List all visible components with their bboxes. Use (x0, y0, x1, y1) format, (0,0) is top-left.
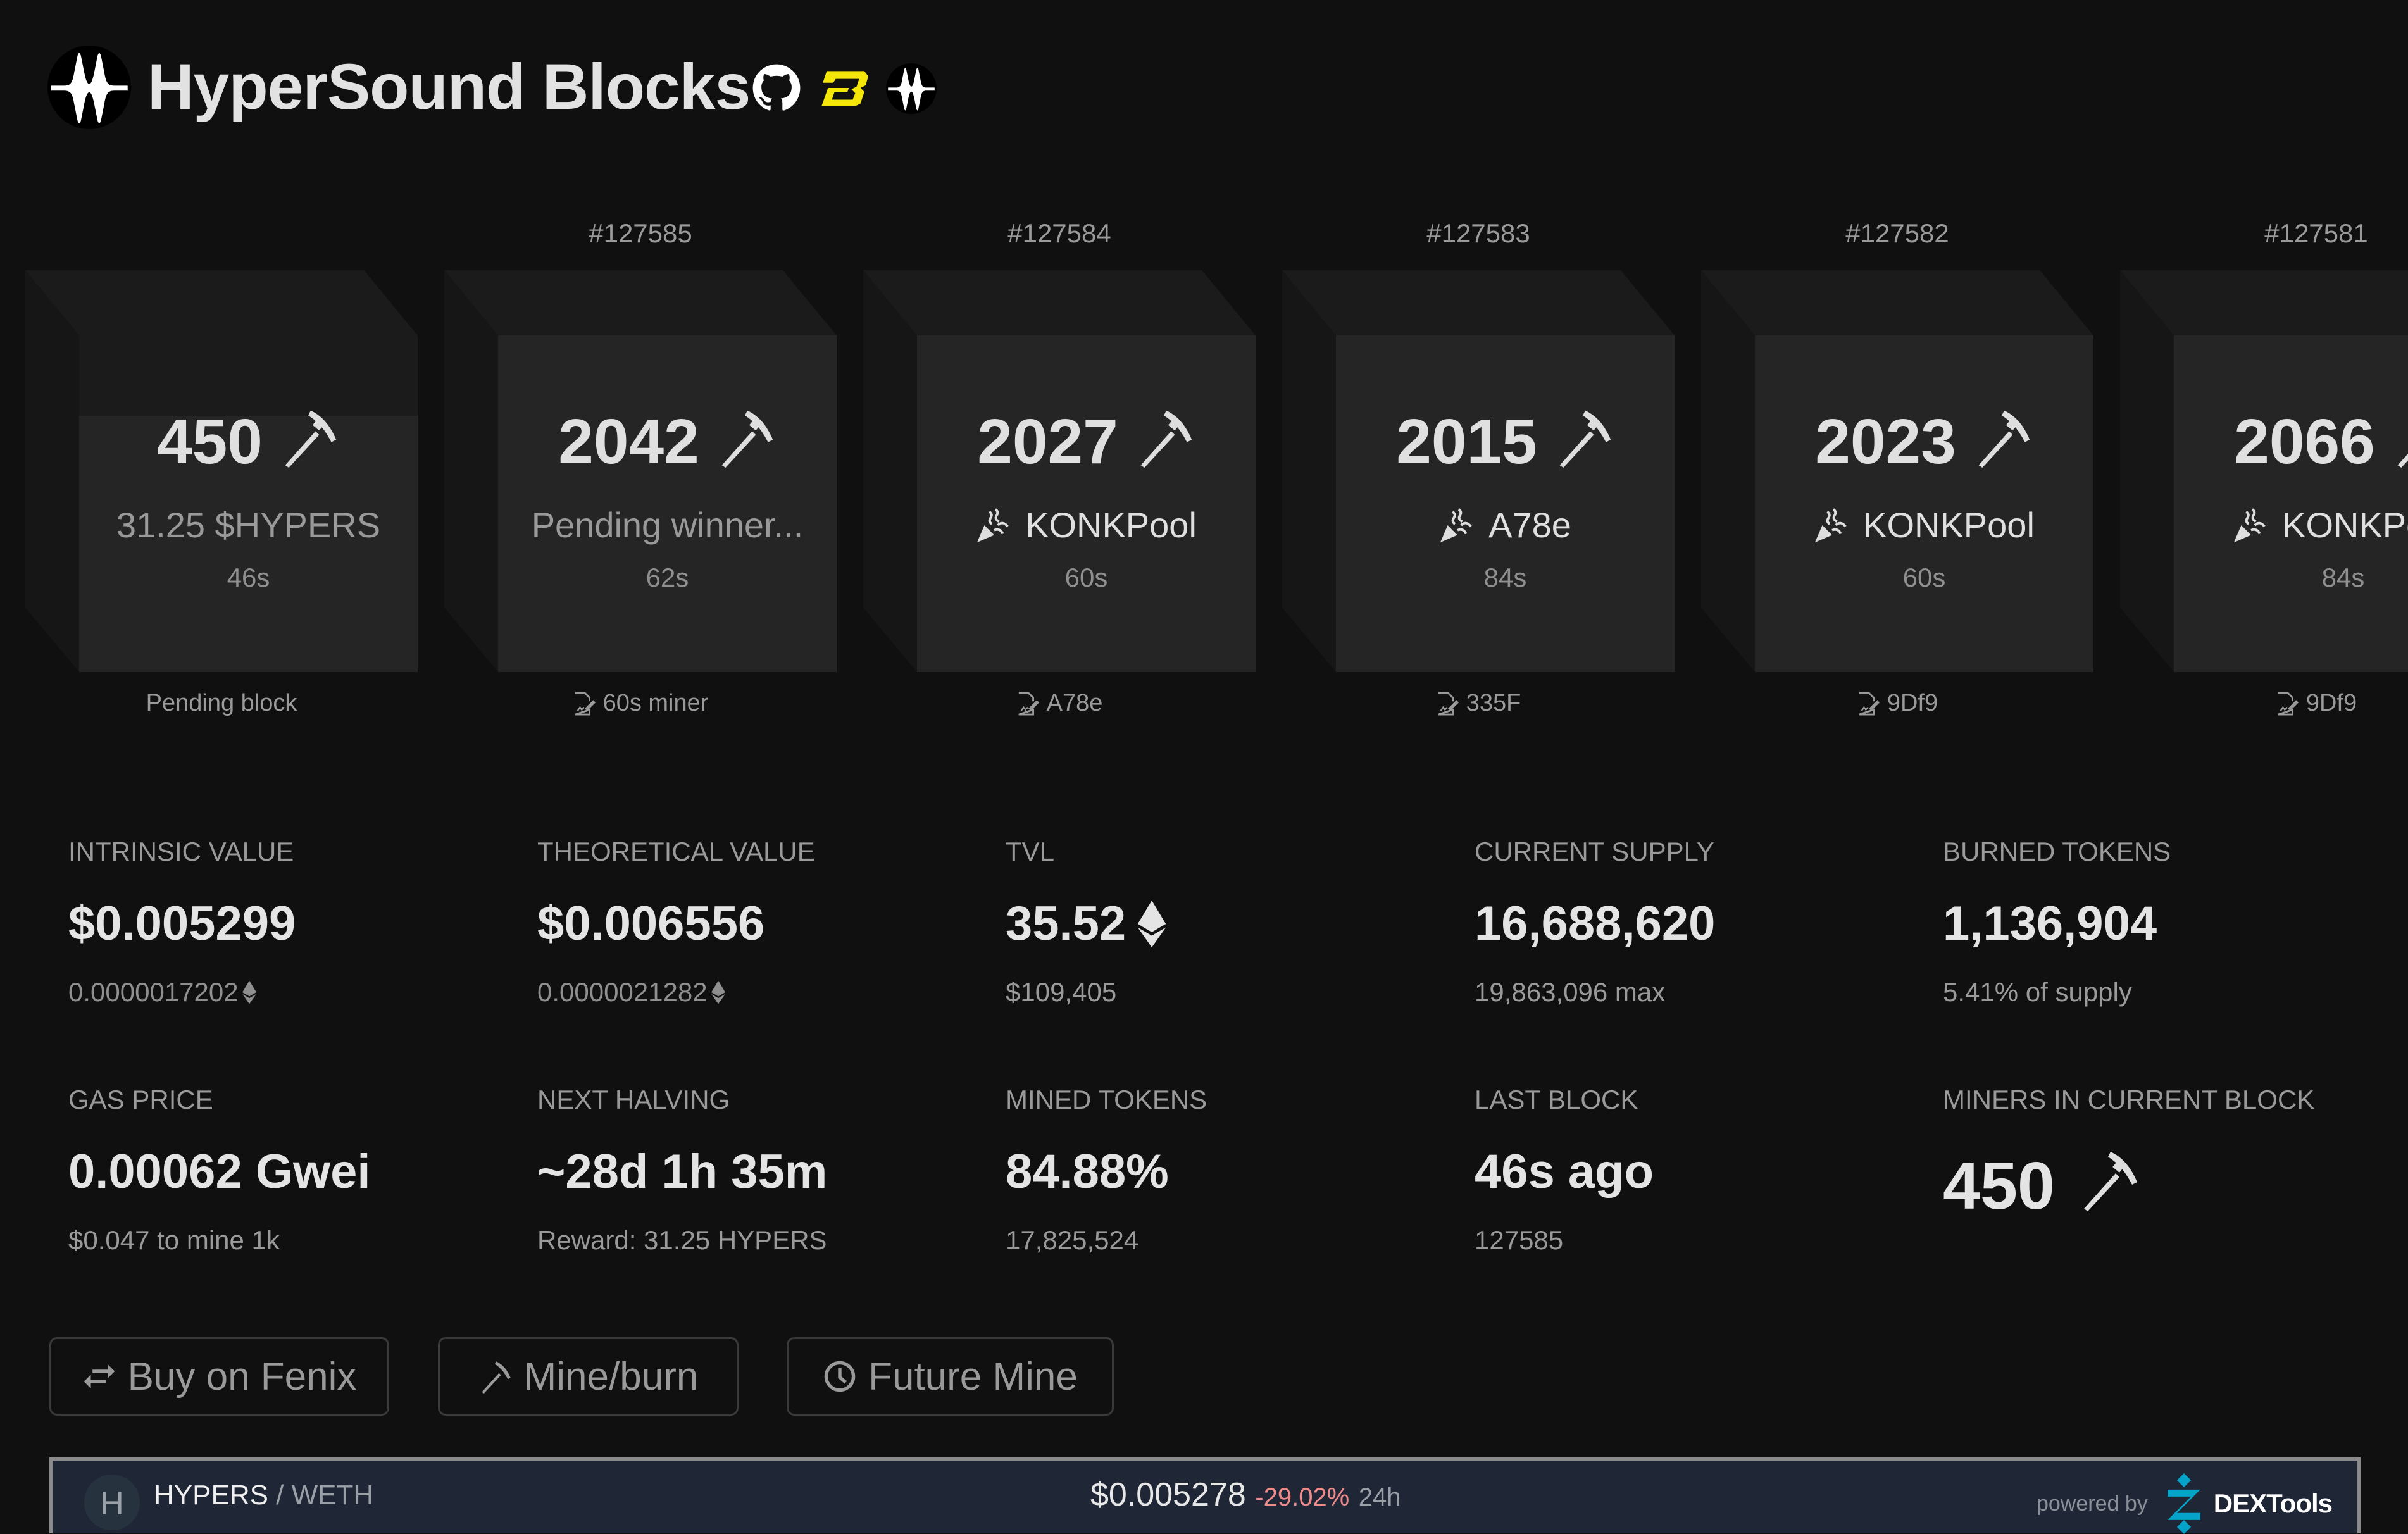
pickaxe-icon (1554, 407, 1614, 468)
block-number: #127582 (1845, 218, 1949, 248)
stat-gas-price: GAS PRICE 0.00062 Gwei $0.047 to mine 1k (68, 1085, 371, 1255)
block-number: #127585 (589, 218, 692, 248)
block-miner-count: 2015 (1396, 407, 1614, 477)
block-time: 60s (1902, 563, 1946, 592)
block-number: #127584 (1007, 218, 1111, 248)
mine-burn-button[interactable]: Mine/burn (438, 1337, 739, 1416)
party-popper-icon (976, 507, 1013, 544)
b-brand-icon[interactable] (818, 63, 870, 113)
future-mine-button[interactable]: Future Mine (787, 1337, 1114, 1416)
stat-tvl: TVL 35.52 $109,405 (1006, 835, 1449, 1009)
price-change: -29.02% (1255, 1483, 1350, 1511)
pickaxe-icon (2078, 1148, 2141, 1211)
github-icon[interactable] (752, 63, 801, 113)
party-popper-icon (1439, 507, 1476, 544)
page-title: HyperSound Blocks (147, 51, 751, 123)
block-time: 60s (1064, 563, 1108, 592)
block-miner-count: 2066 (2234, 407, 2408, 477)
token-avatar: H (84, 1475, 140, 1530)
file-signature-icon (2276, 692, 2300, 716)
hypersound-logo-icon[interactable] (47, 46, 131, 129)
block-card[interactable]: 2066 KONKPool 84s (2120, 270, 2408, 672)
block-time: 62s (646, 563, 689, 592)
eth-icon (711, 980, 725, 1005)
block-miner-count: 450 (157, 407, 340, 477)
pickaxe-icon (279, 407, 340, 468)
block-winner: KONKPool (976, 503, 1197, 547)
block-footer[interactable]: 9Df9 (2120, 690, 2408, 717)
clock-icon (824, 1361, 856, 1392)
dextools-logo-icon (2167, 1473, 2200, 1534)
block-footer[interactable]: 60s miner (444, 690, 837, 717)
powered-by-dextools[interactable]: powered by DEXTools (2037, 1473, 2333, 1534)
eth-icon (1137, 901, 1166, 947)
dextools-price-widget[interactable]: H HYPERS / WETH $0.005278 -29.02% 24h po… (49, 1457, 2361, 1534)
eth-icon (242, 980, 256, 1005)
block-card[interactable]: 2042 Pending winner... 62s (444, 270, 837, 672)
file-signature-icon (1857, 692, 1881, 716)
pending-block[interactable]: 450 31.25 $HYPERS 46s (25, 270, 418, 672)
block-reward: 31.25 $HYPERS (116, 505, 381, 545)
token-price: $0.005278 -29.02% 24h (1090, 1476, 1401, 1513)
pickaxe-icon (2392, 407, 2408, 468)
stat-last-block: LAST BLOCK 46s ago 127585 (1475, 1085, 1654, 1255)
pickaxe-icon (1135, 407, 1195, 468)
pickaxe-icon (1973, 407, 2033, 468)
block-winner: KONKPool (1814, 503, 2035, 547)
block-footer[interactable]: 9Df9 (1701, 690, 2093, 717)
block-card[interactable]: 2015 A78e 84s (1282, 270, 1675, 672)
party-popper-icon (2233, 507, 2269, 544)
block-number: #127583 (1426, 218, 1530, 248)
stat-next-halving: NEXT HALVING ~28d 1h 35m Reward: 31.25 H… (537, 1085, 828, 1255)
token-pair: HYPERS / WETH (154, 1480, 374, 1511)
block-footer: Pending block (146, 690, 297, 716)
block-time: 46s (227, 563, 270, 592)
block-footer[interactable]: A78e (863, 690, 1256, 717)
block-time: 84s (2321, 563, 2365, 592)
file-signature-icon (1436, 692, 1460, 716)
hypersound-small-icon[interactable] (886, 63, 937, 114)
file-signature-icon (1016, 692, 1040, 716)
stat-miners-current-block: MINERS IN CURRENT BLOCK 450 (1943, 1085, 2315, 1223)
stat-theoretical-value: THEORETICAL VALUE $0.006556 0.0000021282 (537, 837, 815, 1007)
pickaxe-icon (482, 1361, 511, 1394)
block-card[interactable]: 2023 KONKPool 60s (1701, 270, 2093, 672)
block-card[interactable]: 2027 KONKPool 60s (863, 270, 1256, 672)
block-footer[interactable]: 335F (1282, 690, 1675, 717)
block-winner: A78e (1439, 503, 1571, 547)
block-time: 84s (1483, 563, 1527, 592)
swap-arrows-icon (84, 1364, 115, 1388)
stat-burned-tokens: BURNED TOKENS 1,136,904 5.41% of supply (1943, 837, 2171, 1007)
stat-mined-tokens: MINED TOKENS 84.88% 17,825,524 (1006, 1085, 1207, 1255)
file-signature-icon (573, 692, 597, 716)
party-popper-icon (1814, 507, 1850, 544)
block-miner-count: 2023 (1815, 407, 2033, 477)
block-miner-count: 2042 (558, 407, 776, 477)
buy-on-fenix-button[interactable]: Buy on Fenix (49, 1337, 389, 1416)
block-miner-count: 2027 (977, 407, 1195, 477)
stat-current-supply: CURRENT SUPPLY 16,688,620 19,863,096 max (1475, 837, 1716, 1007)
block-number: #127581 (2264, 218, 2368, 248)
block-winner: Pending winner... (531, 505, 804, 545)
block-winner: KONKPool (2233, 503, 2408, 547)
stat-intrinsic-value: INTRINSIC VALUE $0.005299 0.0000017202 (68, 837, 296, 1007)
pickaxe-icon (716, 407, 777, 468)
